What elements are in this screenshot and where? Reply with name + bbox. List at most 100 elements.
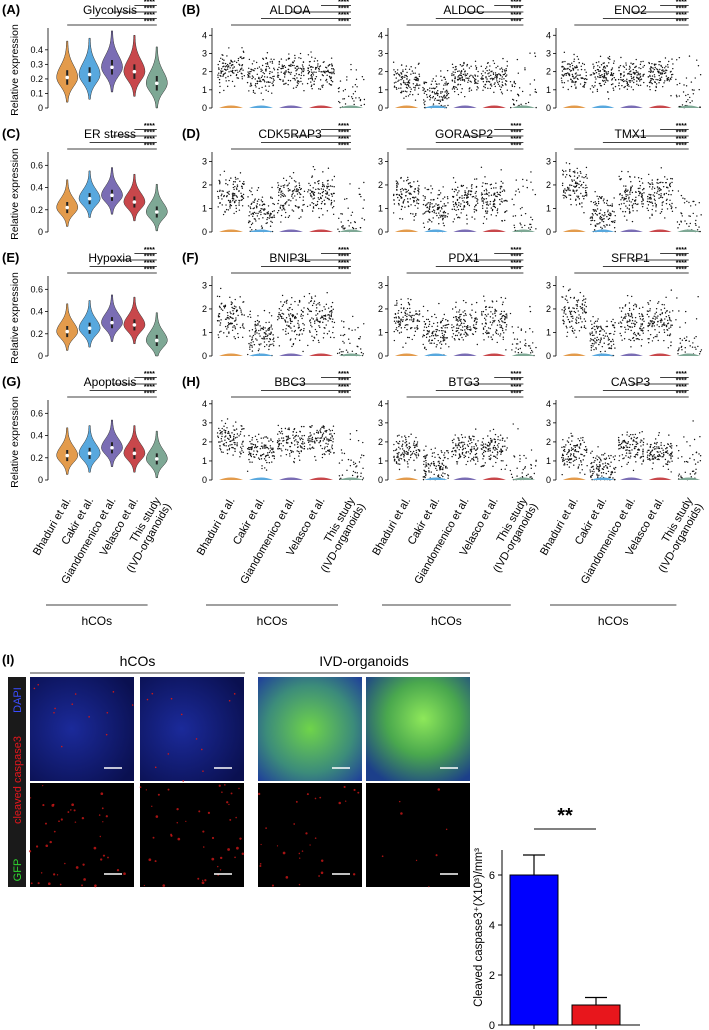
cell-dot <box>454 334 457 337</box>
cell-dot <box>426 203 428 205</box>
cell-dot <box>619 307 621 309</box>
cell-dot <box>695 348 697 350</box>
cell-dot <box>670 320 672 322</box>
cell-dot <box>271 461 273 463</box>
cell-dot <box>457 76 459 78</box>
cell-dot <box>435 75 437 77</box>
cell-dot <box>292 343 295 346</box>
cell-dot <box>271 210 274 213</box>
cell-dot <box>326 333 329 335</box>
cell-dot <box>573 175 576 177</box>
cell-dot <box>406 179 408 182</box>
cell-dot <box>482 182 484 184</box>
cell-dot <box>658 187 661 189</box>
cell-dot <box>326 187 328 189</box>
cell-dot <box>499 333 502 335</box>
cell-dot <box>458 78 460 80</box>
cell-dot <box>582 295 585 297</box>
cell-dot <box>643 64 646 67</box>
cell-dot <box>223 444 225 447</box>
cell-dot <box>265 332 267 335</box>
cell-dot <box>217 315 220 317</box>
cell-dot <box>226 63 229 66</box>
cell-dot <box>277 74 280 77</box>
cell-dot <box>400 307 402 309</box>
cell-dot <box>303 434 306 437</box>
cell-dot <box>234 176 237 179</box>
median-dot <box>110 193 114 198</box>
cell-dot <box>503 78 505 80</box>
cell-dot <box>493 62 496 65</box>
cell-dot <box>605 202 608 204</box>
cell-dot <box>404 312 407 315</box>
cell-dot <box>694 77 696 79</box>
cell-dot <box>268 440 270 442</box>
cell-dot <box>272 338 274 341</box>
expression-cloud <box>276 172 306 223</box>
cell-dot <box>584 187 587 189</box>
cell-dot <box>231 70 233 73</box>
cell-dot <box>236 436 238 439</box>
cell-dot <box>438 302 440 305</box>
cell-dot <box>220 70 222 72</box>
cell-dot <box>229 296 231 299</box>
cell-dot <box>400 73 403 75</box>
cell-dot <box>285 71 287 73</box>
cell-dot <box>316 200 319 203</box>
cell-dot <box>414 89 416 91</box>
cell-dot <box>253 218 256 220</box>
cell-dot <box>218 67 220 69</box>
cell-dot <box>234 326 236 328</box>
cell-dot <box>653 315 655 317</box>
cell-dot <box>696 215 698 217</box>
expression-cloud <box>247 309 275 357</box>
cell-dot <box>282 67 284 69</box>
cell-dot <box>477 82 479 85</box>
cell-dot <box>437 208 440 210</box>
cell-dot <box>482 198 484 200</box>
cell-dot <box>248 215 250 217</box>
cell-dot <box>315 334 318 336</box>
y-tick-label: 1 <box>202 85 207 95</box>
cell-dot <box>611 338 614 341</box>
cell-dot <box>562 173 564 176</box>
cell-dot <box>662 323 665 325</box>
cell-dot <box>497 81 499 84</box>
cell-dot <box>466 195 469 197</box>
cell-dot <box>310 81 312 83</box>
cell-dot <box>238 70 241 72</box>
cell-dot <box>631 326 634 328</box>
cell-dot <box>669 77 672 80</box>
cell-dot <box>611 79 613 81</box>
cell-dot <box>648 81 651 84</box>
cell-dot <box>289 175 291 178</box>
cell-dot <box>629 189 632 192</box>
cell-dot <box>228 47 230 49</box>
cell-dot <box>291 315 294 318</box>
median-dot <box>155 457 159 461</box>
cell-dot <box>232 67 234 69</box>
cell-dot <box>456 334 458 337</box>
cell-dot <box>251 187 253 189</box>
cell-dot <box>331 81 334 83</box>
cell-dot <box>310 190 313 193</box>
cell-dot <box>649 74 651 77</box>
cell-dot <box>490 70 492 73</box>
cell-dot <box>681 104 684 106</box>
zero-violin <box>620 353 643 356</box>
cell-dot <box>241 198 243 201</box>
cell-dot <box>460 71 462 73</box>
cell-dot <box>529 305 531 308</box>
cell-dot <box>424 323 427 326</box>
sig-label: **** <box>510 123 521 130</box>
cell-dot <box>256 438 258 441</box>
cell-dot <box>635 65 637 67</box>
cell-dot <box>583 83 586 86</box>
cell-dot <box>440 91 442 93</box>
cell-dot <box>267 448 270 450</box>
cell-dot <box>416 313 419 315</box>
cell-dot <box>416 328 418 330</box>
cell-dot <box>271 452 273 454</box>
cell-dot <box>257 323 259 325</box>
cell-dot <box>611 78 614 80</box>
